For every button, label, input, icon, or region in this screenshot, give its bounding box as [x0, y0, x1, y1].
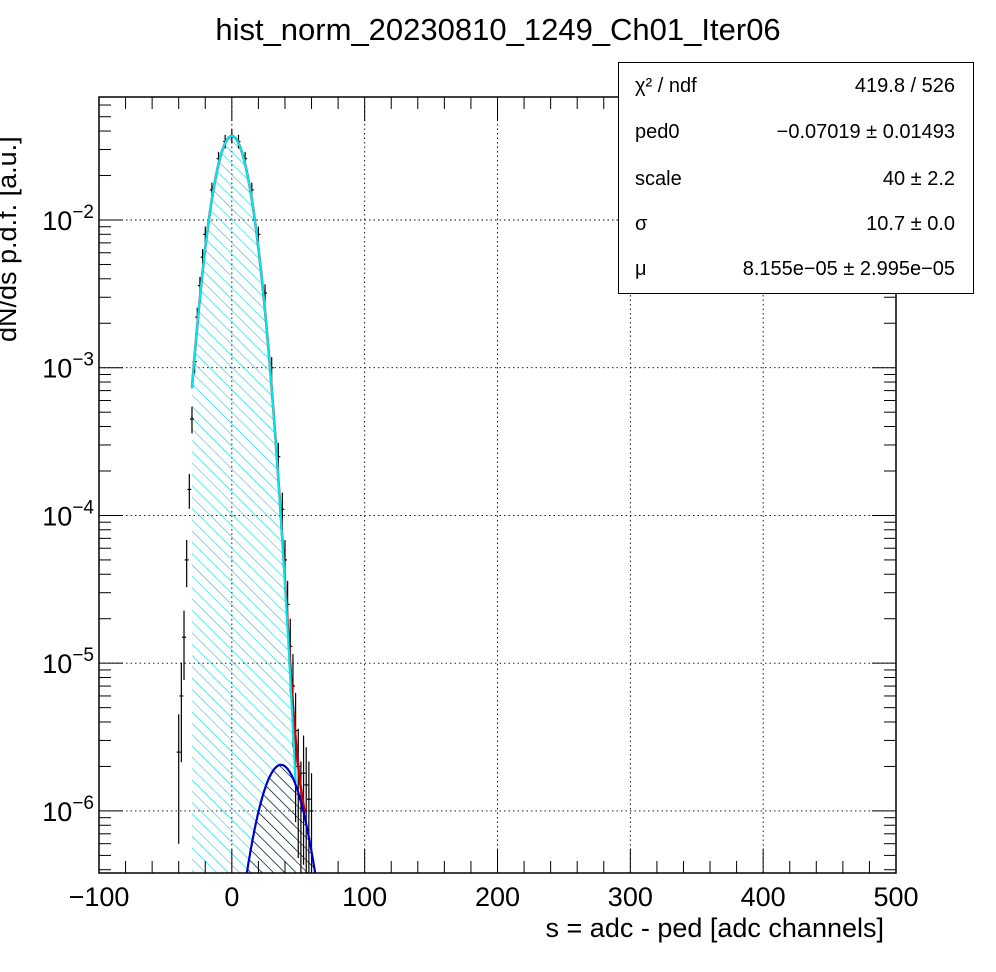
x-tick-label: 400 [741, 882, 786, 912]
stats-param-name: ped0 [635, 121, 680, 143]
y-tick-label: 10−2 [42, 202, 94, 236]
stats-param-name: scale [635, 168, 682, 190]
chart-title: hist_norm_20230810_1249_Ch01_Iter06 [215, 12, 781, 47]
data-point [176, 714, 181, 844]
data-point [184, 539, 189, 588]
y-tick-label: 10−3 [42, 350, 94, 384]
stats-row: μ 8.155e−05 ± 2.995e−05 [619, 258, 973, 298]
data-point [306, 761, 311, 873]
data-layer [176, 129, 317, 873]
data-point [304, 747, 309, 873]
data-point [189, 406, 194, 434]
stats-row: scale 40 ± 2.2 [619, 168, 973, 208]
stats-row: ped0 −0.07019 ± 0.01493 [619, 121, 973, 161]
x-tick-label: 0 [224, 882, 239, 912]
x-tick-label: 300 [608, 882, 653, 912]
stats-param-value: 419.8 / 526 [854, 75, 955, 97]
y-axis-title: dN/ds p.d.f. [a.u.] [0, 136, 22, 342]
y-tick-label: 10−5 [42, 645, 94, 679]
stats-param-name: σ [635, 213, 648, 235]
data-point [182, 610, 187, 681]
data-point [309, 773, 314, 873]
data-point [179, 662, 184, 763]
stats-param-value: 8.155e−05 ± 2.995e−05 [742, 258, 955, 280]
x-tick-label: 100 [342, 882, 387, 912]
x-tick-label: −100 [69, 882, 130, 912]
pedestal-fit-curve [190, 134, 297, 782]
signal-fit-curve [245, 763, 317, 873]
x-tick-label: 200 [475, 882, 520, 912]
stats-param-name: χ² / ndf [635, 75, 697, 97]
stats-param-name: μ [635, 258, 647, 280]
stats-row: χ² / ndf 419.8 / 526 [619, 75, 973, 115]
tick-labels: −100 0 100 200 300 400 500 10−2 10−3 10−4 10−5 10−6 [42, 202, 918, 912]
y-tick-label: 10−6 [42, 793, 94, 827]
x-axis-title: s = adc - ped [adc channels] [546, 913, 884, 943]
x-tick-label: 500 [873, 882, 918, 912]
fit-statistics-box: χ² / ndf 419.8 / 526 ped0 −0.07019 ± 0.0149… [618, 62, 974, 294]
y-tick-label: 10−4 [42, 497, 94, 531]
stats-param-value: 10.7 ± 0.0 [866, 213, 955, 235]
stats-row: σ 10.7 ± 0.0 [619, 213, 973, 253]
stats-param-value: −0.07019 ± 0.01493 [776, 121, 955, 143]
data-point [187, 473, 192, 509]
pedestal-hatched-area [191, 136, 296, 873]
stats-param-value: 40 ± 2.2 [882, 168, 955, 190]
